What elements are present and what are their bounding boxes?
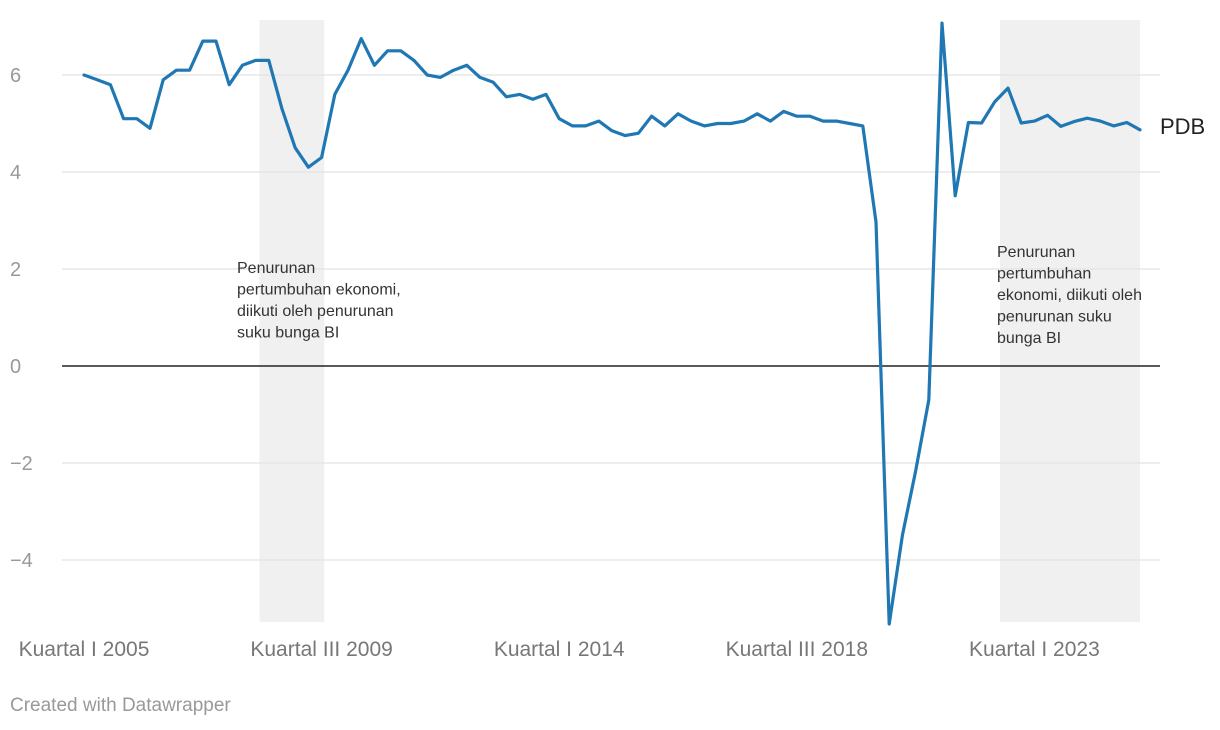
y-tick-label: −2	[10, 453, 33, 475]
series-lines	[82, 21, 1142, 626]
annotation-1: Penurunan pertumbuhan ekonomi, diikuti ole…	[237, 260, 401, 342]
y-tick-label: 2	[10, 259, 21, 281]
annotation-line: Penurunan	[997, 244, 1075, 261]
series-line-pdb	[82, 21, 1142, 626]
series-label-pdb: PDB	[1160, 114, 1205, 139]
annotation-2: Penurunan pertumbuhan ekonomi, diikuti ole…	[997, 244, 1142, 347]
annotations: Penurunan pertumbuhan ekonomi, diikuti ole…	[237, 244, 1142, 347]
y-tick-label: 0	[10, 356, 21, 378]
annotation-line: Penurunan	[237, 260, 315, 277]
x-tick-label: Kuartal I 2023	[969, 638, 1100, 661]
annotation-line: bunga BI	[997, 330, 1061, 347]
annotation-line: pertumbuhan	[997, 266, 1091, 283]
x-axis-ticks: Kuartal I 2005 Kuartal III 2009 Kuartal I …	[19, 638, 1100, 661]
y-tick-label: 4	[10, 162, 21, 184]
shaded-period-2	[1000, 20, 1140, 622]
annotation-line: pertumbuhan ekonomi,	[237, 282, 401, 299]
x-tick-label: Kuartal I 2005	[19, 638, 150, 661]
y-tick-label: −4	[10, 550, 33, 572]
y-tick-label: 6	[10, 65, 21, 87]
x-tick-label: Kuartal III 2018	[726, 638, 868, 661]
shaded-period-1	[259, 20, 325, 622]
x-tick-label: Kuartal I 2014	[494, 638, 625, 661]
x-tick-label: Kuartal III 2009	[250, 638, 392, 661]
series-labels: PDB	[1160, 114, 1205, 139]
gridlines	[62, 74, 1160, 561]
annotation-line: diikuti oleh penurunan	[237, 303, 394, 320]
footer-credit: Created with Datawrapper	[10, 695, 231, 716]
y-axis-ticks: −4 −2 0 2 4 6	[10, 65, 33, 572]
annotation-line: ekonomi, diikuti oleh	[997, 287, 1142, 304]
shaded-periods	[259, 20, 1140, 622]
annotation-line: penurunan suku	[997, 309, 1112, 326]
annotation-line: suku bunga BI	[237, 325, 339, 342]
